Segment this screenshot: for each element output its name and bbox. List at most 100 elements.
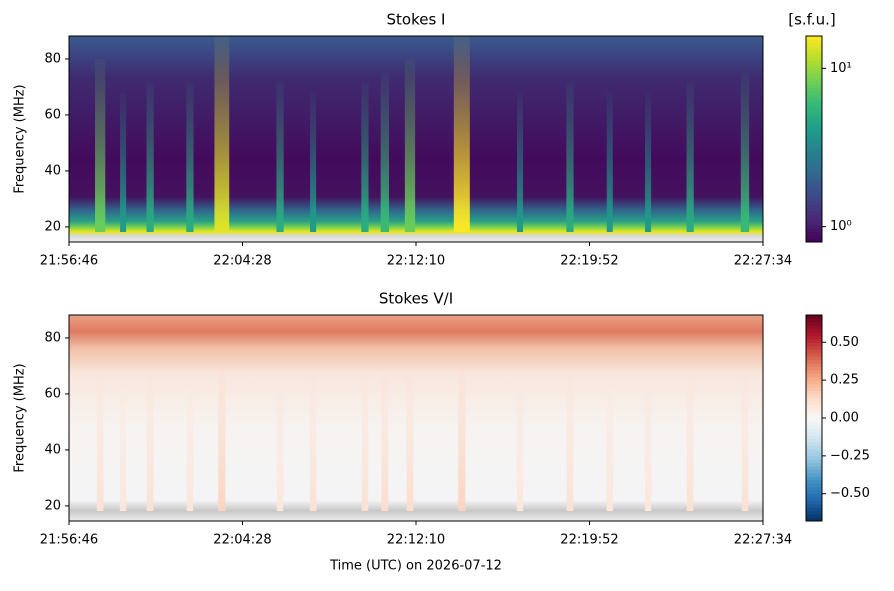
- colorbar-cell: [806, 503, 822, 508]
- colorbar-cell: [806, 373, 822, 378]
- x-tick-label: 22:12:10: [387, 533, 445, 548]
- y-tick-label: 60: [44, 386, 61, 401]
- colorbar-cell: [806, 404, 822, 409]
- colorbar-cell: [806, 39, 822, 44]
- burst: [96, 366, 104, 511]
- colorbar-cell: [806, 156, 822, 161]
- colorbar-cell: [806, 84, 822, 88]
- colorbar-cell: [806, 397, 822, 402]
- colorbar-cell: [806, 193, 822, 198]
- colorbar-cell: [806, 53, 822, 58]
- y-axis-label: Frequency (MHz): [13, 84, 28, 193]
- burst: [276, 368, 284, 511]
- burst: [214, 36, 230, 232]
- colorbar-cell: [806, 207, 822, 212]
- burst: [406, 364, 414, 511]
- colorbar-cell: [806, 56, 822, 61]
- burst: [741, 366, 749, 511]
- burst: [606, 92, 613, 232]
- colorbar-cell: [806, 90, 822, 95]
- colorbar-tick-label: 0.25: [830, 373, 859, 388]
- burst: [146, 366, 154, 511]
- burst: [740, 72, 750, 232]
- burst: [644, 368, 652, 511]
- colorbar-cell: [806, 349, 822, 354]
- burst: [95, 59, 106, 232]
- colorbar-cell: [806, 476, 822, 481]
- colorbar-cell: [806, 166, 822, 171]
- colorbar-cell: [806, 101, 822, 106]
- colorbar-cell: [806, 121, 822, 126]
- colorbar-cell: [806, 483, 822, 488]
- colorbar-cell: [806, 238, 822, 243]
- colorbar-label: [s.f.u.]: [788, 11, 836, 29]
- colorbar-cell: [806, 486, 822, 491]
- colorbar-cell: [806, 211, 822, 216]
- colorbar-cell: [806, 514, 822, 519]
- colorbar-cell: [806, 342, 822, 347]
- spectrogram-background: [69, 315, 763, 521]
- colorbar-cell: [806, 335, 822, 340]
- burst: [120, 92, 127, 232]
- x-axis-label: Time (UTC) on 2026-07-12: [329, 559, 502, 574]
- burst: [404, 59, 416, 232]
- colorbar-cell: [806, 235, 822, 240]
- burst: [516, 368, 524, 511]
- x-tick-label: 22:04:28: [213, 254, 271, 269]
- colorbar-cell: [806, 49, 822, 54]
- colorbar-cell: [806, 97, 822, 102]
- colorbar-cell: [806, 352, 822, 357]
- y-tick-label: 40: [44, 442, 61, 457]
- colorbar-cell: [806, 496, 822, 501]
- colorbar-cell: [806, 104, 822, 109]
- colorbar-cell: [806, 428, 822, 433]
- colorbar-cell: [806, 173, 822, 178]
- y-tick-label: 80: [44, 51, 61, 66]
- colorbar-cell: [806, 132, 822, 137]
- panel-title: Stokes V/I: [379, 290, 453, 308]
- colorbar-cell: [806, 94, 822, 99]
- burst: [310, 92, 317, 232]
- y-tick-label: 20: [44, 498, 61, 513]
- colorbar-cell: [806, 400, 822, 405]
- y-tick-label: 40: [44, 163, 61, 178]
- burst: [381, 364, 389, 511]
- colorbar-cell: [806, 500, 822, 505]
- colorbar-cell: [806, 135, 822, 140]
- colorbar-cell: [806, 108, 822, 113]
- colorbar-cell: [806, 152, 822, 157]
- colorbar-cell: [806, 221, 822, 226]
- burst: [146, 81, 154, 232]
- colorbar-cell: [806, 321, 822, 326]
- colorbar-cell: [806, 145, 822, 150]
- colorbar-cell: [806, 80, 822, 85]
- x-tick-label: 22:19:52: [560, 533, 618, 548]
- colorbar-cell: [806, 448, 822, 453]
- colorbar-cell: [806, 445, 822, 450]
- colorbar-tick-label: 10⁰: [830, 219, 852, 234]
- colorbar-cell: [806, 197, 822, 202]
- burst: [686, 366, 694, 511]
- colorbar-cell: [806, 46, 822, 51]
- colorbar-cell: [806, 325, 822, 330]
- colorbar-cell: [806, 228, 822, 233]
- burst: [276, 81, 284, 232]
- colorbar-cell: [806, 332, 822, 337]
- colorbar-cell: [806, 507, 822, 512]
- bursts: [95, 36, 750, 232]
- colorbar-cell: [806, 111, 822, 116]
- colorbar-cell: [806, 424, 822, 429]
- colorbar-cell: [806, 77, 822, 82]
- colorbar-cell: [806, 204, 822, 209]
- colorbar-cell: [806, 42, 822, 47]
- colorbar-cell: [806, 510, 822, 515]
- burst: [361, 366, 369, 511]
- y-tick-label: 20: [44, 219, 61, 234]
- y-tick-label: 80: [44, 330, 61, 345]
- colorbar-cell: [806, 190, 822, 195]
- colorbar-cell: [806, 159, 822, 164]
- colorbar-cell: [806, 187, 822, 191]
- colorbar-cell: [806, 411, 822, 416]
- colorbar-cell: [806, 462, 822, 467]
- colorbar-cell: [806, 63, 822, 68]
